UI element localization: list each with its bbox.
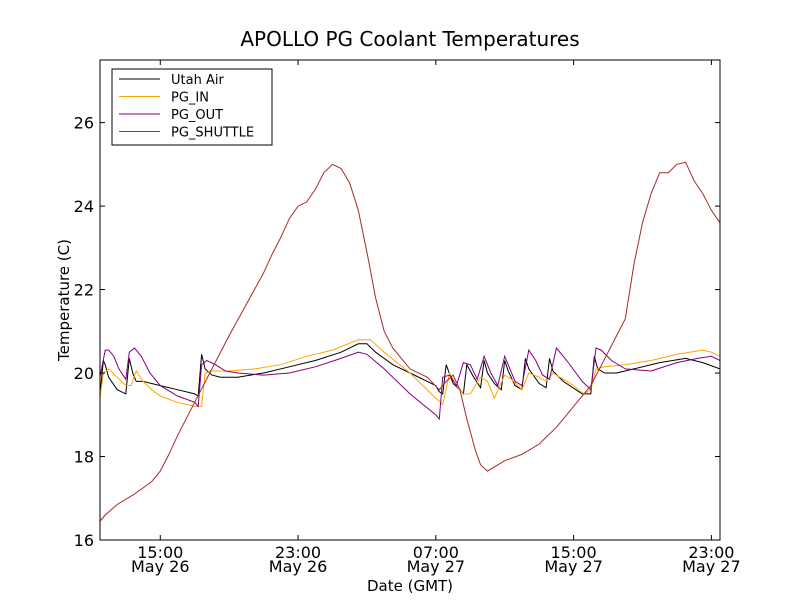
x-tick-date-label: May 27	[682, 557, 741, 576]
y-tick-label: 16	[74, 531, 94, 550]
legend-label: PG_IN	[171, 91, 209, 106]
series-layer	[100, 161, 720, 522]
y-axis-title: Temperature (C)	[55, 239, 73, 362]
series-line-pg-in	[100, 339, 720, 407]
x-tick-date-label: May 26	[131, 557, 190, 576]
x-tick-time-label: 23:00	[275, 543, 321, 562]
legend: Utah Air PG_IN PG_OUT PG_SHUTTLE	[111, 68, 273, 146]
x-axis-title: Date (GMT)	[367, 577, 453, 595]
x-tick-time-label: 23:00	[688, 543, 734, 562]
x-tick-date-label: May 27	[407, 557, 466, 576]
legend-label: PG_OUT	[171, 108, 223, 123]
y-tick-label: 24	[74, 197, 94, 216]
x-tick-time-label: 15:00	[137, 543, 183, 562]
x-tick-date-label: May 27	[544, 557, 603, 576]
y-tick-label: 26	[74, 114, 94, 133]
legend-label: PG_SHUTTLE	[171, 126, 254, 141]
y-tick-label: 18	[74, 448, 94, 467]
y-axis: 16 18 20 22 24 26	[74, 114, 720, 550]
x-tick-date-label: May 26	[269, 557, 328, 576]
y-tick-label: 20	[74, 364, 94, 383]
series-line-pg-shuttle	[100, 161, 720, 522]
legend-box	[111, 68, 273, 146]
legend-label: Utah Air	[171, 73, 224, 88]
y-tick-label: 22	[74, 281, 94, 300]
chart-title: APOLLO PG Coolant Temperatures	[240, 27, 579, 51]
x-tick-time-label: 15:00	[551, 543, 597, 562]
legend-items: Utah Air PG_IN PG_OUT PG_SHUTTLE	[119, 73, 254, 141]
x-tick-time-label: 07:00	[413, 543, 459, 562]
plot-frame	[99, 59, 721, 541]
series-line-pg-out	[100, 346, 720, 421]
